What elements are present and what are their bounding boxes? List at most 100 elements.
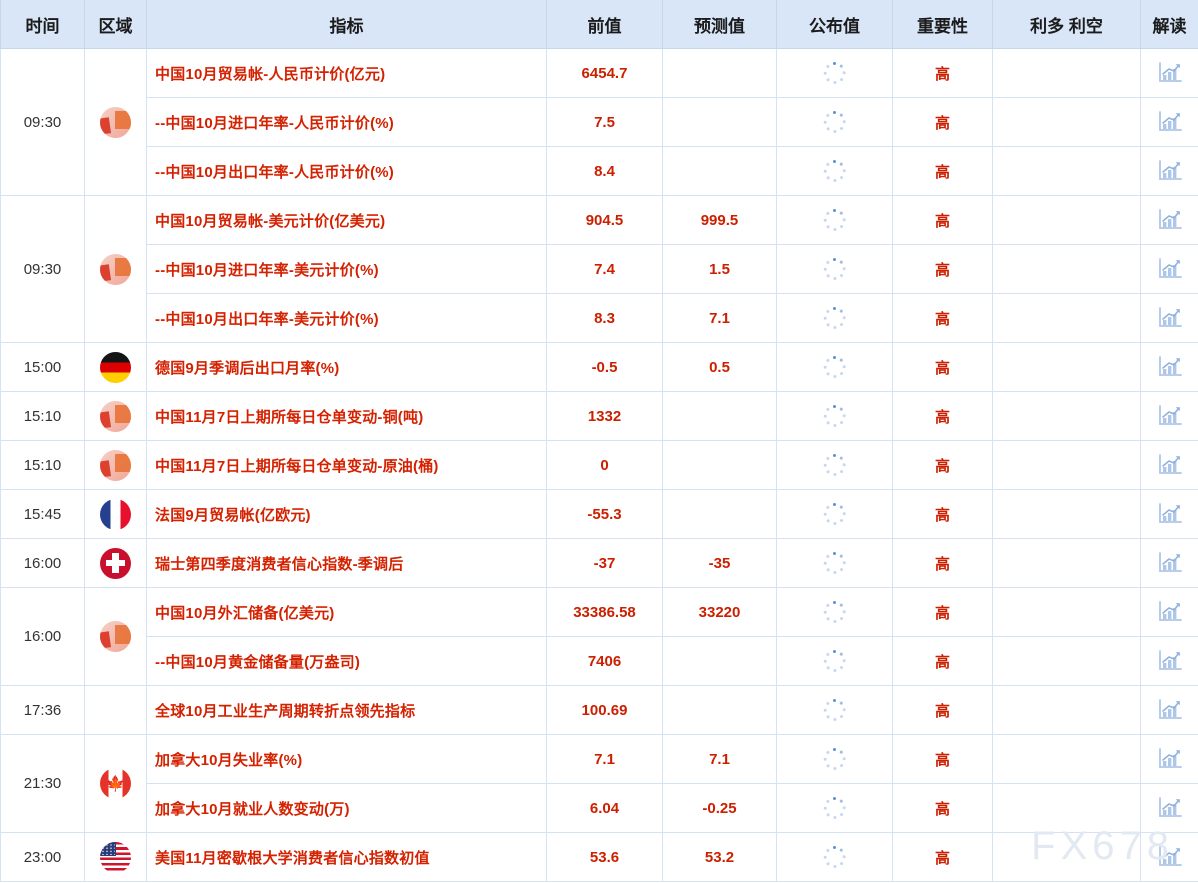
cell-interpretation[interactable] [1140, 538, 1198, 588]
cell-interpretation[interactable] [1140, 832, 1198, 882]
column-header-time[interactable]: 时间 [0, 0, 85, 49]
bar-chart-trend-icon[interactable] [1157, 502, 1183, 526]
cell-interpretation[interactable] [1140, 342, 1198, 392]
table-row[interactable]: 加拿大10月就业人数变动(万) 6.04 -0.25 高 [1, 783, 1198, 833]
table-row[interactable]: 09:30 中国10月贸易帐-美元计价(亿美元) 904.5 999.5 高 [0, 195, 1198, 343]
bar-chart-trend-icon[interactable] [1157, 110, 1183, 134]
table-row[interactable]: 16:00 中国10月外汇储备(亿美元) 33386.58 33220 高 [0, 587, 1198, 686]
bar-chart-trend-icon[interactable] [1157, 61, 1183, 85]
table-row[interactable]: 17:36 全球10月工业生产周期转折点领先指标 100.69 高 [0, 685, 1198, 735]
cell-indicator[interactable]: 中国10月外汇储备(亿美元) [146, 587, 547, 637]
cell-interpretation[interactable] [1140, 293, 1198, 343]
column-header-forecast[interactable]: 预测值 [662, 0, 777, 49]
cell-indicator[interactable]: 中国11月7日上期所每日仓单变动-原油(桶) [146, 440, 547, 490]
loading-spinner-icon [823, 454, 846, 476]
cell-previous: 6.04 [546, 783, 663, 833]
cell-importance: 高 [892, 538, 993, 588]
table-row[interactable]: --中国10月黄金储备量(万盎司) 7406 高 [1, 636, 1198, 686]
cell-forecast [662, 48, 777, 98]
table-row[interactable]: 15:10 中国11月7日上期所每日仓单变动-原油(桶) 0 高 [0, 440, 1198, 490]
cell-indicator[interactable]: --中国10月出口年率-美元计价(%) [146, 293, 547, 343]
cell-interpretation[interactable] [1140, 391, 1198, 441]
cell-interpretation[interactable] [1140, 685, 1198, 735]
table-row[interactable]: 21:30 🍁 加拿大10月失业率(%) 7.1 7.1 高 [0, 734, 1198, 833]
bar-chart-trend-icon[interactable] [1157, 698, 1183, 722]
cell-indicator[interactable]: --中国10月黄金储备量(万盎司) [146, 636, 547, 686]
table-row[interactable]: 15:45 法国9月贸易帐(亿欧元) -55.3 高 [0, 489, 1198, 539]
bar-chart-trend-icon[interactable] [1157, 159, 1183, 183]
cell-previous: 6454.7 [546, 48, 663, 98]
cell-interpretation[interactable] [1140, 440, 1198, 490]
cell-direction [992, 440, 1141, 490]
bar-chart-trend-icon[interactable] [1157, 551, 1183, 575]
table-row[interactable]: 09:30 中国10月贸易帐-人民币计价(亿元) 6454.7 高 [0, 48, 1198, 196]
cell-importance: 高 [892, 783, 993, 833]
cell-indicator[interactable]: 加拿大10月就业人数变动(万) [146, 783, 547, 833]
table-row[interactable]: 15:10 中国11月7日上期所每日仓单变动-铜(吨) 1332 高 [0, 391, 1198, 441]
cell-indicator[interactable]: --中国10月进口年率-美元计价(%) [146, 244, 547, 294]
cell-indicator[interactable]: 德国9月季调后出口月率(%) [146, 342, 547, 392]
bar-chart-trend-icon[interactable] [1157, 649, 1183, 673]
cell-indicator[interactable]: 法国9月贸易帐(亿欧元) [146, 489, 547, 539]
cell-region [84, 195, 147, 343]
cell-published [776, 342, 893, 392]
loading-spinner-icon [823, 797, 846, 819]
cell-interpretation[interactable] [1140, 734, 1198, 784]
cell-region [84, 440, 147, 490]
cell-indicator[interactable]: 加拿大10月失业率(%) [146, 734, 547, 784]
bar-chart-trend-icon[interactable] [1157, 404, 1183, 428]
cell-interpretation[interactable] [1140, 783, 1198, 833]
cell-interpretation[interactable] [1140, 97, 1198, 147]
cell-indicator[interactable]: 美国11月密歇根大学消费者信心指数初值 [146, 832, 547, 882]
loading-spinner-icon [823, 601, 846, 623]
cell-indicator[interactable]: --中国10月出口年率-人民币计价(%) [146, 146, 547, 196]
cell-indicator[interactable]: 中国10月贸易帐-美元计价(亿美元) [146, 195, 547, 245]
cell-forecast: 1.5 [662, 244, 777, 294]
cell-interpretation[interactable] [1140, 587, 1198, 637]
bar-chart-trend-icon[interactable] [1157, 306, 1183, 330]
cell-interpretation[interactable] [1140, 244, 1198, 294]
table-row[interactable]: --中国10月进口年率-人民币计价(%) 7.5 高 [1, 97, 1198, 147]
cell-previous: 7.4 [546, 244, 663, 294]
table-row[interactable]: 16:00 瑞士第四季度消费者信心指数-季调后 -37 -35 高 [0, 538, 1198, 588]
cell-direction [992, 587, 1141, 637]
cell-indicator[interactable]: 中国10月贸易帐-人民币计价(亿元) [146, 48, 547, 98]
cell-interpretation[interactable] [1140, 489, 1198, 539]
cell-published [776, 195, 893, 245]
cell-indicator[interactable]: 瑞士第四季度消费者信心指数-季调后 [146, 538, 547, 588]
column-header-published[interactable]: 公布值 [776, 0, 893, 49]
china-flag-icon [100, 400, 131, 432]
bar-chart-trend-icon[interactable] [1157, 355, 1183, 379]
cell-interpretation[interactable] [1140, 48, 1198, 98]
table-row[interactable]: 23:00 美国11月密歇根大学消费者信心指数初值 53.6 53.2 高 [0, 832, 1198, 882]
cell-interpretation[interactable] [1140, 195, 1198, 245]
table-row[interactable]: --中国10月进口年率-美元计价(%) 7.4 1.5 高 [1, 244, 1198, 294]
column-header-region[interactable]: 区域 [84, 0, 147, 49]
bar-chart-trend-icon[interactable] [1157, 845, 1183, 869]
cell-time: 09:30 [0, 48, 85, 196]
table-row[interactable]: --中国10月出口年率-人民币计价(%) 8.4 高 [1, 146, 1198, 196]
cell-interpretation[interactable] [1140, 636, 1198, 686]
cell-indicator[interactable]: 中国11月7日上期所每日仓单变动-铜(吨) [146, 391, 547, 441]
column-header-direction[interactable]: 利多 利空 [992, 0, 1141, 49]
cell-indicator[interactable]: --中国10月进口年率-人民币计价(%) [146, 97, 547, 147]
cell-published [776, 587, 893, 637]
cell-published [776, 97, 893, 147]
loading-spinner-icon [823, 62, 846, 84]
column-header-interpretation[interactable]: 解读 [1140, 0, 1198, 49]
cell-interpretation[interactable] [1140, 146, 1198, 196]
column-header-previous[interactable]: 前值 [546, 0, 663, 49]
column-header-indicator[interactable]: 指标 [146, 0, 547, 49]
table-row[interactable]: 15:00 德国9月季调后出口月率(%) -0.5 0.5 高 [0, 342, 1198, 392]
column-header-importance[interactable]: 重要性 [892, 0, 993, 49]
cell-direction [992, 783, 1141, 833]
cell-direction [992, 293, 1141, 343]
table-row[interactable]: --中国10月出口年率-美元计价(%) 8.3 7.1 高 [1, 293, 1198, 343]
bar-chart-trend-icon[interactable] [1157, 747, 1183, 771]
bar-chart-trend-icon[interactable] [1157, 600, 1183, 624]
cell-indicator[interactable]: 全球10月工业生产周期转折点领先指标 [146, 685, 547, 735]
bar-chart-trend-icon[interactable] [1157, 257, 1183, 281]
bar-chart-trend-icon[interactable] [1157, 453, 1183, 477]
bar-chart-trend-icon[interactable] [1157, 208, 1183, 232]
bar-chart-trend-icon[interactable] [1157, 796, 1183, 820]
